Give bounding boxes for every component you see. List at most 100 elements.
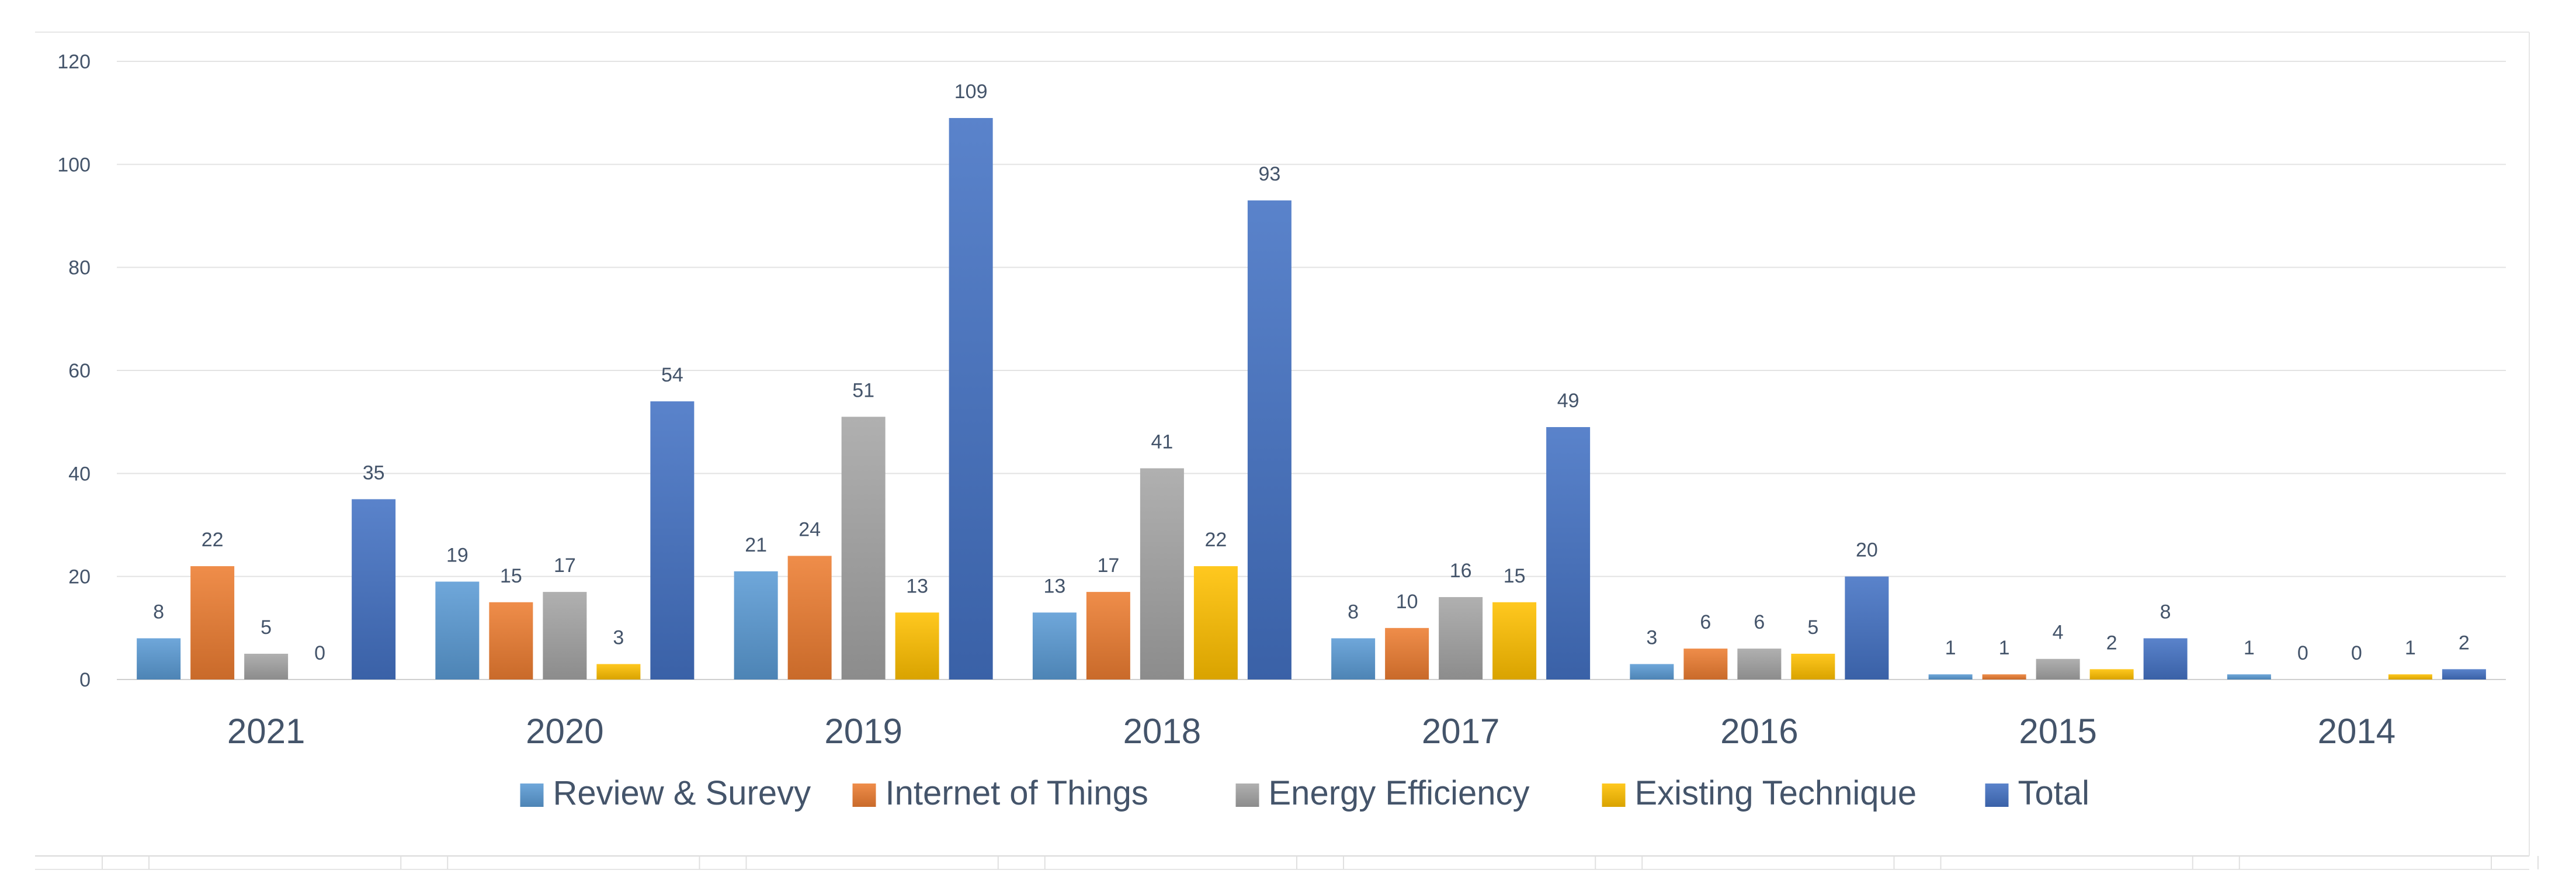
bar-2016-existing-technique	[1791, 653, 1835, 679]
data-label-2015-existing-technique: 2	[2106, 632, 2117, 654]
data-label-2017-existing-technique: 15	[1504, 565, 1526, 587]
bar-2019-existing-technique	[895, 612, 939, 679]
bar-2014-existing-technique	[2388, 674, 2432, 679]
bar-2017-internet-of-things	[1385, 627, 1429, 679]
x-tick-label-2020: 2020	[526, 712, 603, 751]
bar-2015-existing-technique	[2089, 669, 2134, 679]
data-label-2020-energy-efficiency: 17	[554, 554, 576, 577]
bar-2017-existing-technique	[1492, 602, 1537, 679]
data-label-2018-total: 93	[1258, 163, 1280, 185]
y-tick-label-100: 100	[57, 154, 91, 176]
x-tick-label-2016: 2016	[1720, 712, 1798, 751]
bar-2016-total	[1845, 576, 1889, 679]
bar-2019-internet-of-things	[787, 556, 832, 679]
data-label-2018-internet-of-things: 17	[1097, 554, 1119, 577]
x-tick-label-2018: 2018	[1123, 712, 1201, 751]
bar-2020-existing-technique	[596, 664, 641, 679]
bar-2021-review-and-surevy	[137, 638, 181, 679]
y-tick-label-60: 60	[68, 360, 91, 382]
bar-2021-energy-efficiency	[244, 653, 289, 679]
data-label-2020-existing-technique: 3	[613, 627, 624, 649]
bar-2016-internet-of-things	[1683, 649, 1728, 679]
bar-2015-review-and-surevy	[1928, 674, 1973, 679]
data-label-2014-review-and-surevy: 1	[2244, 637, 2255, 659]
legend-swatch-total	[1985, 783, 2009, 807]
bar-2018-review-and-surevy	[1032, 612, 1077, 679]
chart-frame	[35, 32, 2539, 870]
legend-swatch-review-and-surevy	[520, 783, 544, 807]
data-label-2017-internet-of-things: 10	[1396, 591, 1418, 613]
bar-2017-total	[1546, 427, 1591, 679]
bar-2015-internet-of-things	[1982, 674, 2026, 679]
x-axis: 2021 2020 2019 2018 2017 2016 2015 2014	[227, 712, 2396, 751]
legend-label-total: Total	[2018, 774, 2090, 812]
data-label-2016-energy-efficiency: 6	[1754, 611, 1765, 633]
bar-2018-internet-of-things	[1086, 592, 1130, 679]
data-label-2017-total: 49	[1557, 390, 1579, 412]
data-label-2019-energy-efficiency: 51	[852, 379, 874, 401]
y-tick-label-20: 20	[68, 566, 91, 588]
data-label-2020-total: 54	[661, 364, 683, 386]
data-label-2015-internet-of-things: 1	[1999, 637, 2010, 659]
legend-item-energy-efficiency: Energy Efficiency	[1235, 774, 1530, 812]
bar-2017-review-and-surevy	[1331, 638, 1376, 679]
bar-2014-total	[2442, 669, 2486, 679]
legend-label-existing-technique: Existing Technique	[1635, 774, 1917, 812]
bar-2015-total	[2143, 638, 2188, 679]
data-label-2021-existing-technique: 0	[314, 642, 325, 664]
y-axis-ticks: 0 20 40 60 80 100 120	[57, 51, 91, 691]
data-label-2018-existing-technique: 22	[1204, 529, 1227, 551]
data-label-2016-total: 20	[1856, 539, 1878, 561]
legend-swatch-energy-efficiency	[1235, 783, 1259, 807]
data-label-2019-internet-of-things: 24	[799, 518, 821, 540]
data-label-2016-internet-of-things: 6	[1700, 611, 1711, 633]
legend-item-total: Total	[1985, 774, 2090, 812]
data-label-2020-review-and-surevy: 19	[446, 544, 468, 566]
data-label-2021-total: 35	[363, 462, 385, 484]
bar-2021-total	[352, 499, 396, 679]
data-label-2021-review-and-surevy: 8	[153, 601, 164, 623]
bar-2018-energy-efficiency	[1140, 468, 1184, 679]
y-tick-label-0: 0	[79, 669, 91, 691]
data-label-2018-review-and-surevy: 13	[1043, 575, 1065, 597]
x-tick-label-2014: 2014	[2318, 712, 2396, 751]
legend-label-review-and-surevy: Review & Surevy	[553, 774, 811, 812]
bar-2020-internet-of-things	[489, 602, 533, 679]
y-tick-label-80: 80	[68, 257, 91, 279]
data-label-2014-energy-efficiency: 0	[2351, 642, 2362, 664]
bar-2020-total	[650, 401, 695, 679]
x-tick-label-2015: 2015	[2019, 712, 2096, 751]
x-tick-label-2021: 2021	[227, 712, 305, 751]
bar-2020-energy-efficiency	[543, 592, 587, 679]
bar-2021-internet-of-things	[190, 566, 235, 679]
bars	[137, 117, 2486, 679]
x-tick-label-2017: 2017	[1422, 712, 1499, 751]
y-tick-label-40: 40	[68, 463, 91, 485]
data-label-2015-energy-efficiency: 4	[2053, 622, 2064, 644]
bar-2019-energy-efficiency	[841, 417, 886, 679]
legend-label-internet-of-things: Internet of Things	[886, 774, 1148, 812]
data-label-2017-review-and-surevy: 8	[1348, 601, 1359, 623]
legend-swatch-existing-technique	[1602, 783, 1626, 807]
data-label-2021-energy-efficiency: 5	[261, 616, 272, 639]
data-label-2014-existing-technique: 1	[2405, 637, 2416, 659]
bar-2019-total	[949, 117, 993, 679]
legend-label-energy-efficiency: Energy Efficiency	[1269, 774, 1530, 812]
data-label-2017-energy-efficiency: 16	[1450, 560, 1472, 582]
legend-item-review-and-surevy: Review & Surevy	[520, 774, 811, 812]
bar-2016-review-and-surevy	[1630, 664, 1674, 679]
y-tick-label-120: 120	[57, 51, 91, 73]
data-label-2014-total: 2	[2459, 632, 2470, 654]
bar-2018-total	[1247, 200, 1292, 679]
legend-item-existing-technique: Existing Technique	[1602, 774, 1917, 812]
bar-2015-energy-efficiency	[2036, 658, 2080, 679]
data-label-2016-review-and-surevy: 3	[1646, 627, 1657, 649]
bar-2018-existing-technique	[1193, 566, 1238, 679]
legend: Review & Surevy Internet of Things Energy …	[520, 774, 2090, 812]
data-label-2015-total: 8	[2160, 601, 2171, 623]
bar-2019-review-and-surevy	[734, 571, 778, 679]
bar-2017-energy-efficiency	[1439, 597, 1483, 679]
